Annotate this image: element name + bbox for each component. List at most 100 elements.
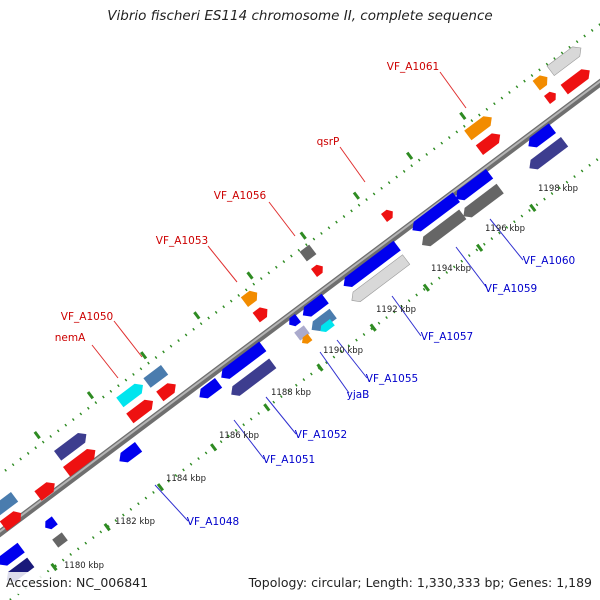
tick-mark-lower <box>209 443 218 452</box>
gene-arrow-forward[interactable] <box>116 380 146 408</box>
tick-mark-lower <box>103 523 111 532</box>
leader-line <box>265 396 297 435</box>
gene-arrow-reverse[interactable] <box>526 136 569 173</box>
tick-mark-lower <box>476 243 484 252</box>
gene-arrow-reverse[interactable] <box>294 325 310 341</box>
gene-arrow-reverse[interactable] <box>116 441 143 466</box>
gene-arrow-forward[interactable] <box>543 89 559 105</box>
gene-arrow-forward[interactable] <box>464 113 495 141</box>
gene-label-vf-a1057[interactable]: VF_A1057 <box>421 331 473 343</box>
gene-arrow-forward[interactable] <box>532 72 551 91</box>
tick-mark-lower <box>263 403 271 412</box>
gene-arrow-forward[interactable] <box>143 364 169 388</box>
gene-arrow-forward[interactable] <box>380 207 396 223</box>
tick-mark-lower <box>529 203 537 213</box>
gene-arrow-reverse[interactable] <box>418 209 467 250</box>
gene-arrow-reverse[interactable] <box>218 341 267 383</box>
leader-line <box>319 351 350 394</box>
gene-arrow-reverse[interactable] <box>0 542 25 569</box>
tick-mark-lower <box>316 363 324 372</box>
tick-label: 1190 kbp <box>323 346 363 356</box>
gene-label-vf-a1056[interactable]: VF_A1056 <box>214 190 267 202</box>
leader-line <box>233 419 265 460</box>
gene-arrow-forward[interactable] <box>240 288 261 308</box>
tick-label: 1186 kbp <box>219 431 259 441</box>
gene-arrow-reverse[interactable] <box>318 318 335 334</box>
leader-line <box>113 320 143 358</box>
gene-arrow-reverse[interactable] <box>42 516 58 531</box>
page-title: Vibrio fischeri ES114 chromosome II, com… <box>107 8 493 24</box>
gene-arrow-reverse[interactable] <box>286 313 302 329</box>
gene-arrow-reverse[interactable] <box>340 240 401 291</box>
gene-arrow-forward[interactable] <box>546 43 585 77</box>
tick-mark-upper <box>299 231 307 240</box>
tick-label: 1194 kbp <box>431 264 471 274</box>
tick-mark-upper <box>33 430 41 440</box>
tick-mark-upper <box>139 351 148 360</box>
gene-label-vf-a1052[interactable]: VF_A1052 <box>295 429 347 441</box>
tick-label: 1188 kbp <box>271 388 311 398</box>
tick-mark-upper <box>352 191 360 200</box>
major-ticks <box>33 111 537 572</box>
tick-label: 1198 kbp <box>538 184 578 194</box>
footer-bar <box>0 572 600 594</box>
gene-label-vf-a1055[interactable]: VF_A1055 <box>366 373 418 385</box>
gene-label-yjab[interactable]: yjaB <box>347 389 370 401</box>
gene-arrow-forward[interactable] <box>126 396 156 424</box>
gene-arrow-forward[interactable] <box>156 380 179 402</box>
leader-line <box>439 71 467 109</box>
gene-arrow-forward[interactable] <box>310 262 326 278</box>
gene-arrow-reverse[interactable] <box>452 168 494 204</box>
gene-arrow-reverse[interactable] <box>228 358 277 400</box>
accession-text: Accession: NC_006841 <box>6 575 149 590</box>
gene-label-vf-a1051[interactable]: VF_A1051 <box>263 454 315 466</box>
leader-line <box>489 218 524 261</box>
feature-arrows <box>0 43 594 582</box>
chromosome-backbone-highlight <box>0 80 600 533</box>
gene-label-nema[interactable]: nemA <box>55 332 86 344</box>
gene-arrow-forward[interactable] <box>299 244 317 262</box>
leader-line <box>207 245 238 283</box>
forward-labels: VF_A1061 qsrP VF_A1056 VF_A1053 VF_A1050… <box>55 61 439 344</box>
gene-label-vf-a1053[interactable]: VF_A1053 <box>156 235 208 247</box>
reverse-labels: VF_A1060 VF_A1059 VF_A1057 VF_A1055 yjaB… <box>187 255 575 528</box>
leader-line <box>268 201 296 237</box>
gene-arrow-reverse[interactable] <box>299 293 329 320</box>
gene-arrow-forward[interactable] <box>63 445 99 477</box>
tick-label: 1192 kbp <box>376 305 416 315</box>
gene-arrow-forward[interactable] <box>0 491 19 518</box>
gene-arrow-forward[interactable] <box>34 479 58 501</box>
gene-arrow-reverse[interactable] <box>196 377 223 402</box>
gene-arrow-reverse[interactable] <box>52 532 68 548</box>
gene-arrow-forward[interactable] <box>0 508 25 532</box>
gene-label-qsrp[interactable]: qsrP <box>317 136 340 148</box>
gene-arrow-reverse[interactable] <box>460 183 504 221</box>
tick-labels: 1180 kbp 1182 kbp 1184 kbp 1186 kbp 1188… <box>64 184 578 571</box>
gene-label-vf-a1060[interactable]: VF_A1060 <box>523 255 575 267</box>
tick-mark-lower <box>50 562 58 572</box>
gene-arrow-forward[interactable] <box>54 429 90 461</box>
tick-mark-upper <box>406 151 414 160</box>
gene-label-vf-a1048[interactable]: VF_A1048 <box>187 516 239 528</box>
gene-arrow-forward[interactable] <box>475 130 504 156</box>
tick-label: 1184 kbp <box>166 474 206 484</box>
topology-text: Topology: circular; Length: 1,330,333 bp… <box>248 575 592 590</box>
tick-mark-upper <box>86 391 95 400</box>
gene-label-vf-a1059[interactable]: VF_A1059 <box>485 283 537 295</box>
gene-arrow-forward[interactable] <box>560 66 594 95</box>
gene-arrow-reverse[interactable] <box>300 333 313 346</box>
gene-label-vf-a1050[interactable]: VF_A1050 <box>61 311 113 323</box>
gene-arrow-forward[interactable] <box>252 304 271 323</box>
gene-arrow-reverse[interactable] <box>525 123 556 151</box>
tick-mark-upper <box>193 311 201 320</box>
leader-line <box>336 339 368 379</box>
tick-label: 1182 kbp <box>115 517 155 527</box>
gene-arrow-reverse[interactable] <box>348 254 411 306</box>
gene-label-vf-a1061[interactable]: VF_A1061 <box>387 61 439 73</box>
tick-mark-lower <box>369 323 377 332</box>
tick-mark-upper <box>246 271 254 280</box>
gene-arrow-reverse[interactable] <box>308 308 337 335</box>
tick-track-upper <box>0 22 600 477</box>
gene-arrow-reverse[interactable] <box>409 192 460 235</box>
